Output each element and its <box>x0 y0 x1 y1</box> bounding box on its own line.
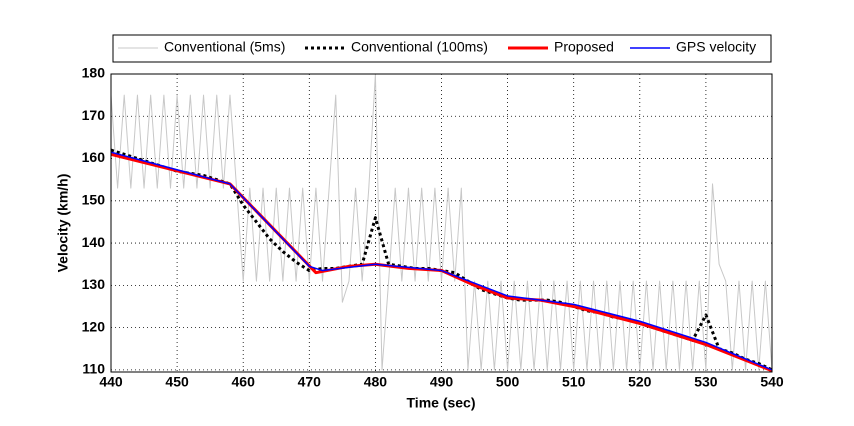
plot-frame <box>110 73 773 373</box>
series-line <box>111 152 772 372</box>
x-tick-label: 520 <box>628 374 652 390</box>
y-tick-label: 150 <box>82 192 106 208</box>
y-tick-label: 180 <box>82 65 106 81</box>
x-tick-label: 440 <box>99 374 123 390</box>
legend-label: GPS velocity <box>676 39 756 55</box>
x-tick-label: 460 <box>232 374 256 390</box>
x-tick-label: 490 <box>430 374 454 390</box>
x-tick-label: 500 <box>496 374 520 390</box>
y-tick-label: 110 <box>82 361 105 377</box>
legend-label: Proposed <box>554 39 614 55</box>
y-tick-label: 120 <box>82 318 106 334</box>
plot-lines <box>111 74 772 372</box>
y-tick-label: 130 <box>82 276 106 292</box>
x-tick-label: 480 <box>364 374 388 390</box>
x-tick-label: 450 <box>165 374 189 390</box>
x-tick-label: 510 <box>562 374 586 390</box>
y-axis-label: Velocity (km/h) <box>55 174 71 273</box>
x-tick-label: 540 <box>760 374 784 390</box>
legend-label: Conventional (100ms) <box>351 39 488 55</box>
x-tick-label: 470 <box>298 374 322 390</box>
y-tick-label: 140 <box>82 234 106 250</box>
y-tick-label: 170 <box>82 107 106 123</box>
series-line <box>111 74 772 371</box>
legend-label: Conventional (5ms) <box>164 39 285 55</box>
x-axis-label: Time (sec) <box>407 395 476 411</box>
y-tick-label: 160 <box>82 149 106 165</box>
series-line <box>111 151 772 371</box>
x-tick-label: 530 <box>694 374 718 390</box>
